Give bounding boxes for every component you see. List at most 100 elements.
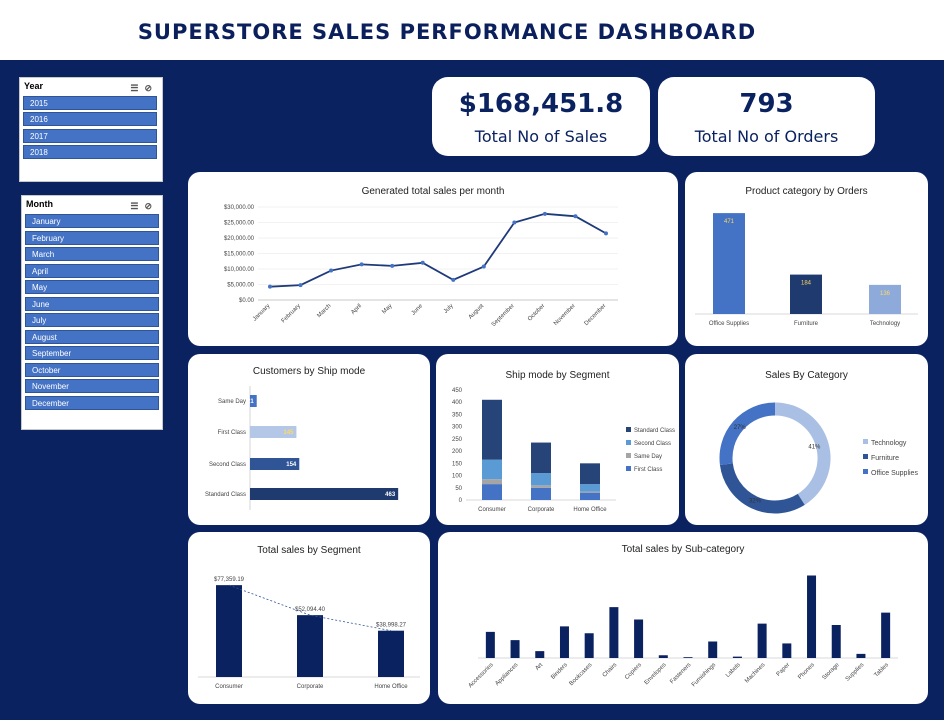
kpi-orders-label: Total No of Orders xyxy=(694,127,839,146)
y-tick-label: $5,000.00 xyxy=(227,283,254,289)
category-orders-svg: 471 Office Supplies 184 Furniture 136 Technol… xyxy=(695,213,918,327)
legend-swatch xyxy=(626,440,631,445)
x-tick-label: October xyxy=(527,303,546,322)
data-label: 32% xyxy=(749,499,762,505)
bar xyxy=(869,284,901,314)
bar xyxy=(250,488,399,500)
x-tick-label: March xyxy=(316,303,332,319)
bar xyxy=(757,623,767,658)
x-tick-label: Phones xyxy=(797,662,816,681)
bar-segment xyxy=(482,399,502,460)
data-label: 136 xyxy=(880,291,891,297)
data-point xyxy=(542,211,547,216)
month-item[interactable]: September xyxy=(25,346,159,360)
bar-segment xyxy=(531,487,551,500)
data-label: 41% xyxy=(808,445,821,451)
year-slicer: Year ☰⊘ 2015 2016 2017 2018 xyxy=(19,77,163,182)
bar xyxy=(535,651,545,658)
bar-segment xyxy=(580,463,600,485)
y-tick-label: 300 xyxy=(452,425,463,431)
chart-title: Ship mode by Segment xyxy=(505,370,610,381)
chart-ship-mode: Customers by Ship mode Same Day 21 First C… xyxy=(188,354,430,525)
year-item[interactable]: 2016 xyxy=(23,112,157,126)
bar-segment xyxy=(580,492,600,500)
bar xyxy=(485,631,495,658)
ship-segment-svg: 0 50 100 150 200 250 300 350 400 450 Consumer Corpo… xyxy=(452,388,675,513)
sales-subcategory-svg: Accessories Appliances Art Binders Bookcases… xyxy=(468,575,898,689)
x-tick-label: Accessories xyxy=(468,662,495,689)
y-tick-label: 450 xyxy=(452,388,463,394)
year-item[interactable]: 2018 xyxy=(23,145,157,159)
data-point xyxy=(329,268,334,273)
y-tick-label: 250 xyxy=(452,437,463,443)
multi-select-icon[interactable]: ☰ xyxy=(130,83,145,93)
data-label: 471 xyxy=(724,219,735,225)
bar xyxy=(634,619,644,658)
bar-segment xyxy=(482,484,502,500)
x-tick-label: Binders xyxy=(550,662,569,681)
month-item[interactable]: June xyxy=(25,297,159,311)
header: SUPERSTORE SALES PERFORMANCE DASHBOARD xyxy=(0,0,944,62)
month-item[interactable]: May xyxy=(25,280,159,294)
month-item[interactable]: February xyxy=(25,231,159,245)
month-item[interactable]: March xyxy=(25,247,159,261)
bar xyxy=(297,615,323,677)
kpi-sales-value: $168,451.8 xyxy=(458,89,624,119)
x-tick-label: June xyxy=(411,303,425,317)
month-item[interactable]: July xyxy=(25,313,159,327)
year-item[interactable]: 2017 xyxy=(23,129,157,143)
y-tick-label: 100 xyxy=(452,474,463,480)
data-label: 154 xyxy=(286,462,297,468)
x-tick-label: September xyxy=(491,303,516,328)
data-point xyxy=(451,277,456,282)
month-slicer-title: Month xyxy=(26,199,53,209)
bar xyxy=(831,625,841,658)
month-item[interactable]: December xyxy=(25,396,159,410)
bar xyxy=(216,585,242,677)
bar xyxy=(708,641,718,658)
bar xyxy=(683,657,693,658)
sales-category-svg: 41% 32% 27% Technology Furniture Office Suppl… xyxy=(719,402,918,514)
month-item[interactable]: August xyxy=(25,330,159,344)
data-point xyxy=(298,283,303,288)
sales-segment-svg: $77,359.19 Consumer $52,094.40 Corporate $38… xyxy=(198,577,420,690)
x-tick-label: November xyxy=(553,303,577,327)
bar xyxy=(881,612,891,658)
bar-segment xyxy=(531,442,551,474)
legend-swatch xyxy=(863,454,868,459)
data-label: 145 xyxy=(283,430,294,436)
clear-filter-icon[interactable]: ⊘ xyxy=(144,201,158,211)
clear-filter-icon[interactable]: ⊘ xyxy=(144,83,158,93)
trendline xyxy=(228,584,392,632)
month-item[interactable]: April xyxy=(25,264,159,278)
month-item[interactable]: November xyxy=(25,379,159,393)
month-item[interactable]: October xyxy=(25,363,159,377)
x-tick-label: Fasteners xyxy=(669,662,692,685)
legend-label: First Class xyxy=(634,467,662,473)
x-tick-label: July xyxy=(443,303,455,315)
bar xyxy=(732,656,742,658)
data-label: 463 xyxy=(385,492,396,498)
chart-sales-subcategory: Total sales by Sub-category Accessories A… xyxy=(438,532,928,704)
bar xyxy=(856,653,866,658)
month-item[interactable]: January xyxy=(25,214,159,228)
y-tick-label: 200 xyxy=(452,449,463,455)
data-point xyxy=(481,264,486,269)
y-tick-label: First Class xyxy=(218,430,246,436)
multi-select-icon[interactable]: ☰ xyxy=(130,201,145,211)
x-tick-label: Furnishings xyxy=(691,662,717,688)
data-label: 27% xyxy=(734,425,747,431)
y-tick-label: $10,000.00 xyxy=(224,267,255,273)
y-tick-label: 400 xyxy=(452,400,463,406)
data-point xyxy=(420,260,425,265)
x-tick-label: Furniture xyxy=(794,321,819,327)
x-tick-label: Paper xyxy=(776,662,792,678)
bar xyxy=(250,426,297,438)
y-tick-label: Same Day xyxy=(218,399,246,405)
data-label: $52,094.40 xyxy=(295,607,326,613)
year-slicer-header: Year ☰⊘ xyxy=(20,78,162,94)
legend-label: Standard Class xyxy=(634,428,675,434)
year-item[interactable]: 2015 xyxy=(23,96,157,110)
x-tick-label: Appliances xyxy=(494,662,519,687)
chart-title: Total sales by Sub-category xyxy=(621,544,745,555)
